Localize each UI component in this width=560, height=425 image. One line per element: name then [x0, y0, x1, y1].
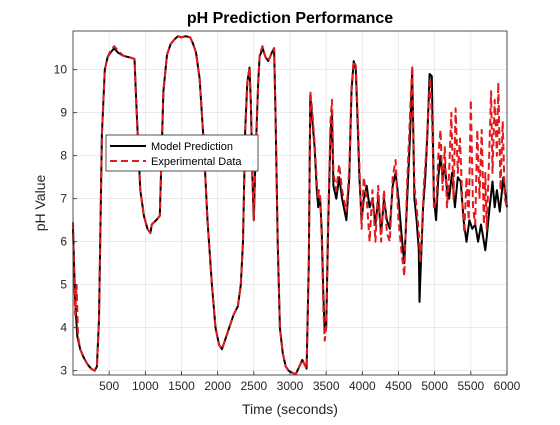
- y-tick-label: 8: [60, 149, 67, 163]
- y-tick-label: 9: [60, 106, 67, 120]
- x-axis-label: Time (seconds): [242, 401, 338, 417]
- axis-ticks: 500 1000 1500 2000 2500 3000 3500 4000 4500 5000 5…: [54, 63, 521, 393]
- series-experimental-data-line: [72, 35, 508, 376]
- x-tick-label: 1500: [168, 379, 195, 393]
- x-tick-label: 1000: [132, 379, 159, 393]
- y-tick-label: 10: [54, 63, 68, 77]
- y-tick-label: 3: [60, 364, 67, 378]
- legend-label-experimental-data: Experimental Data: [151, 156, 242, 168]
- x-tick-label: 6000: [494, 379, 521, 393]
- x-tick-label: 3000: [277, 379, 304, 393]
- x-tick-label: 5500: [457, 379, 484, 393]
- x-tick-label: 2000: [204, 379, 231, 393]
- y-tick-label: 7: [60, 192, 67, 206]
- chart-title: pH Prediction Performance: [187, 10, 393, 27]
- y-tick-label: 4: [60, 321, 67, 335]
- legend-label-model-prediction: Model Prediction: [151, 141, 233, 153]
- x-tick-label: 4500: [385, 379, 412, 393]
- x-tick-label: 5000: [421, 379, 448, 393]
- y-axis-label: pH Value: [32, 175, 48, 232]
- legend-box: [105, 134, 259, 172]
- x-tick-label: 2500: [240, 379, 267, 393]
- legend[interactable]: Model Prediction Experimental Data: [105, 134, 259, 172]
- y-tick-label: 6: [60, 235, 67, 249]
- x-tick-label: 4000: [349, 379, 376, 393]
- y-tick-label: 5: [60, 278, 67, 292]
- x-tick-label: 3500: [313, 379, 340, 393]
- x-tick-label: 500: [99, 379, 119, 393]
